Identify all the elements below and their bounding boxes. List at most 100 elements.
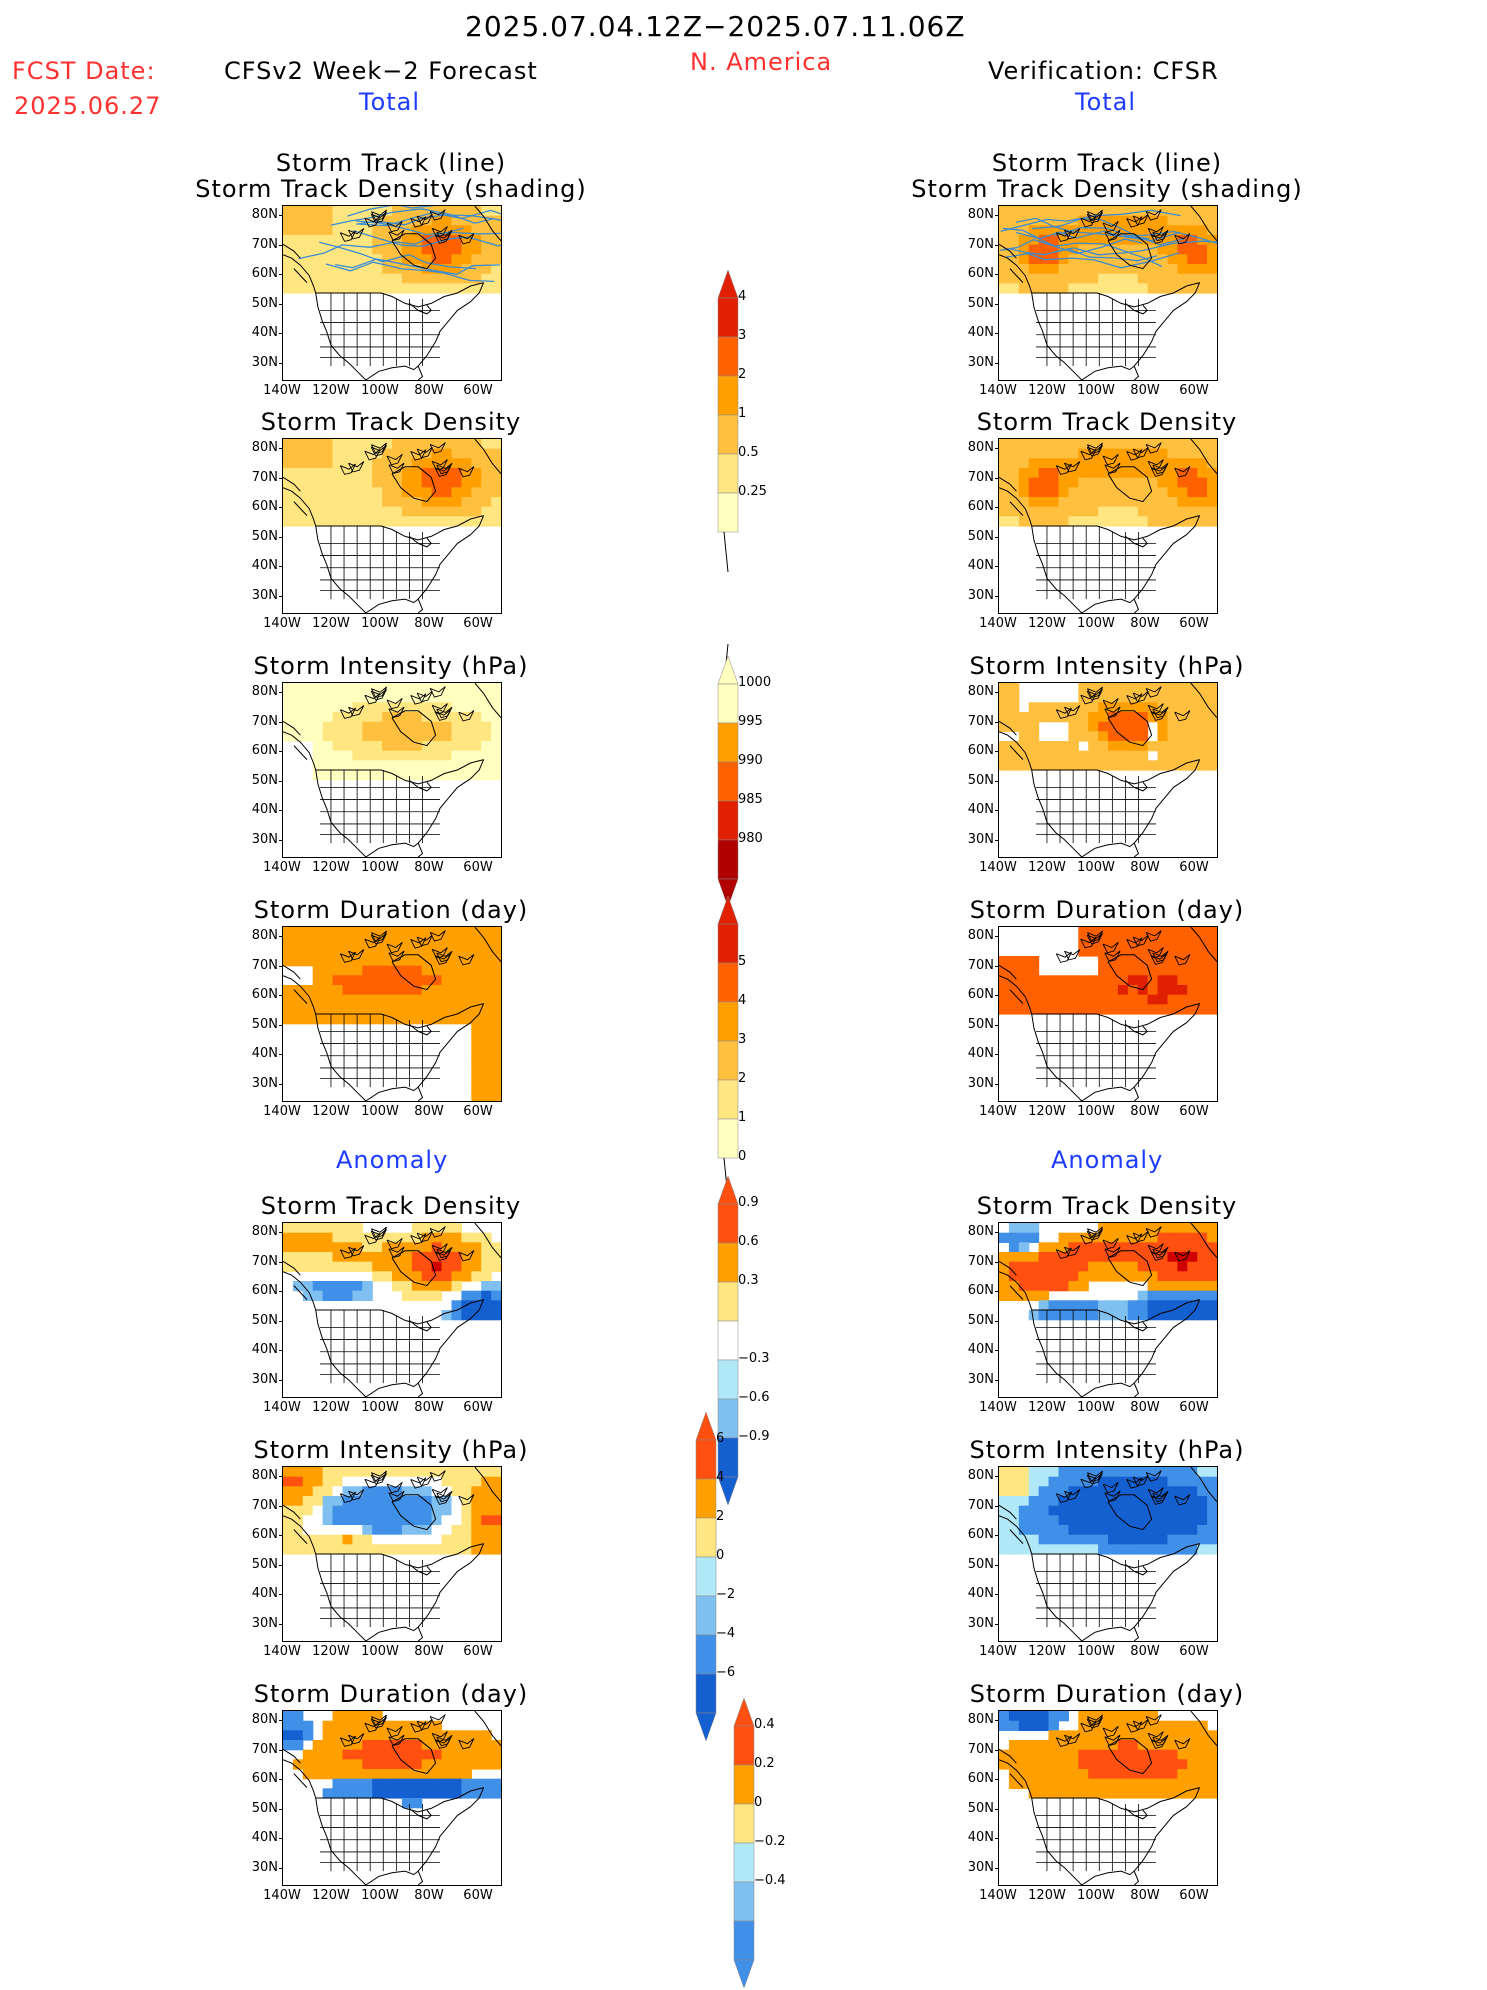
lon-tick-label: 80W [414, 1104, 444, 1119]
lat-tick-label: 40N [967, 1342, 994, 1357]
lat-tick-label: 30N [967, 1615, 994, 1631]
lat-tick-label: 60N [967, 1527, 994, 1542]
lat-tick-label: 30N [967, 831, 994, 847]
panel-title: Storm Track Density [260, 1192, 522, 1220]
lat-tick-mark [995, 536, 999, 538]
lat-tick-mark [279, 536, 283, 538]
lon-tick-label: 120W [1028, 860, 1066, 875]
lon-tick-label: 100W [1077, 1104, 1115, 1119]
colorbar-tick-label: 0 [716, 1548, 725, 1563]
lat-tick-label: 60N [967, 743, 994, 758]
lat-tick-label: 30N [251, 1075, 278, 1091]
lon-tick-label: 60W [1179, 1644, 1209, 1659]
lat-tick-label: 70N [967, 957, 994, 973]
lat-tick-label: 30N [967, 1075, 994, 1091]
lat-tick-mark [279, 839, 283, 841]
panel-title: Storm Duration (day) [253, 1680, 529, 1708]
colorbar-tick-label: 3 [738, 1032, 747, 1047]
colorbar-tick-label: −0.4 [754, 1873, 786, 1888]
colorbar-tick-label: −6 [716, 1665, 736, 1680]
lat-tick-mark [279, 1054, 283, 1055]
panel-title: Storm Intensity (hPa) [969, 652, 1245, 680]
lon-tick-label: 140W [979, 383, 1017, 398]
lon-tick-label: 80W [1130, 1644, 1160, 1659]
lon-tick-label: 120W [1028, 383, 1066, 398]
lon-tick-label: 80W [414, 383, 444, 398]
colorbar-tick-label: 0.25 [738, 484, 767, 499]
lat-tick-mark [995, 1623, 999, 1625]
lat-tick-mark [995, 215, 999, 216]
lat-tick-mark [279, 1476, 283, 1477]
lat-tick-label: 30N [251, 354, 278, 370]
lon-tick-label: 80W [1130, 860, 1160, 875]
lat-tick-mark [995, 507, 999, 508]
lon-tick-label: 140W [979, 860, 1017, 875]
lat-tick-label: 80N [967, 928, 994, 943]
lat-tick-label: 60N [967, 987, 994, 1002]
map-panel [282, 682, 502, 858]
panel-title: Storm Track Density [260, 408, 522, 436]
map-panel [998, 438, 1218, 614]
lat-tick-label: 80N [967, 440, 994, 455]
lon-tick-label: 140W [263, 1888, 301, 1903]
lat-tick-mark [995, 595, 999, 597]
lat-tick-label: 50N [967, 1016, 994, 1032]
lon-tick-label: 100W [1077, 616, 1115, 631]
lat-tick-mark [279, 1808, 283, 1810]
lat-tick-mark [995, 244, 999, 246]
colorbar-tick-label: −0.6 [738, 1390, 770, 1405]
lat-tick-mark [995, 1083, 999, 1085]
panel-title: Storm Duration (day) [969, 1680, 1245, 1708]
lat-tick-label: 80N [251, 440, 278, 455]
lon-tick-label: 100W [361, 860, 399, 875]
fcst-date-label: FCST Date: [12, 57, 156, 85]
map-panel [282, 1710, 502, 1886]
lat-tick-label: 30N [251, 1859, 278, 1875]
colorbar-tick-label: −0.9 [738, 1429, 770, 1444]
lat-tick-label: 60N [967, 1771, 994, 1786]
lat-tick-mark [279, 303, 283, 305]
lat-tick-label: 50N [251, 1800, 278, 1816]
lat-tick-label: 30N [967, 1371, 994, 1387]
lat-tick-label: 80N [967, 1712, 994, 1727]
lat-tick-label: 50N [967, 528, 994, 544]
lat-tick-label: 50N [251, 528, 278, 544]
lon-tick-label: 100W [361, 1400, 399, 1415]
lat-tick-label: 80N [967, 207, 994, 222]
colorbar-tick-label: 0 [754, 1795, 763, 1810]
colorbar-tick-label: 0.3 [738, 1273, 759, 1288]
colorbar-tick-label: 6 [716, 1431, 725, 1446]
lat-tick-mark [279, 1564, 283, 1566]
lat-tick-mark [995, 1720, 999, 1721]
lat-tick-mark [279, 936, 283, 937]
lat-tick-mark [995, 1261, 999, 1263]
lat-tick-mark [995, 1838, 999, 1839]
colorbar-tick-label: 0 [738, 1149, 747, 1164]
forecast-column-title: CFSv2 Week−2 Forecast [224, 57, 538, 85]
map-panel [282, 205, 502, 381]
lon-tick-label: 120W [1028, 1644, 1066, 1659]
lat-tick-mark [995, 1594, 999, 1595]
lon-tick-label: 140W [979, 616, 1017, 631]
lat-tick-label: 50N [251, 1312, 278, 1328]
lon-tick-label: 100W [1077, 1400, 1115, 1415]
lon-tick-label: 140W [979, 1104, 1017, 1119]
lon-tick-label: 80W [1130, 1888, 1160, 1903]
lon-tick-label: 80W [414, 616, 444, 631]
lat-tick-label: 40N [967, 1830, 994, 1845]
lon-tick-label: 60W [1179, 860, 1209, 875]
lat-tick-mark [995, 1749, 999, 1751]
lon-tick-label: 60W [1179, 1400, 1209, 1415]
lat-tick-mark [279, 566, 283, 567]
lat-tick-mark [279, 1024, 283, 1026]
lat-tick-label: 50N [967, 1556, 994, 1572]
verification-column-title: Verification: CFSR [988, 57, 1219, 85]
lat-tick-mark [279, 333, 283, 334]
colorbar-tick-label: 995 [738, 714, 763, 729]
panel-title: Storm Intensity (hPa) [253, 1436, 529, 1464]
lat-tick-mark [279, 1720, 283, 1721]
lat-tick-label: 70N [251, 1253, 278, 1269]
lat-tick-mark [995, 1808, 999, 1810]
region-title: N. America [690, 48, 833, 76]
lat-tick-mark [279, 810, 283, 811]
